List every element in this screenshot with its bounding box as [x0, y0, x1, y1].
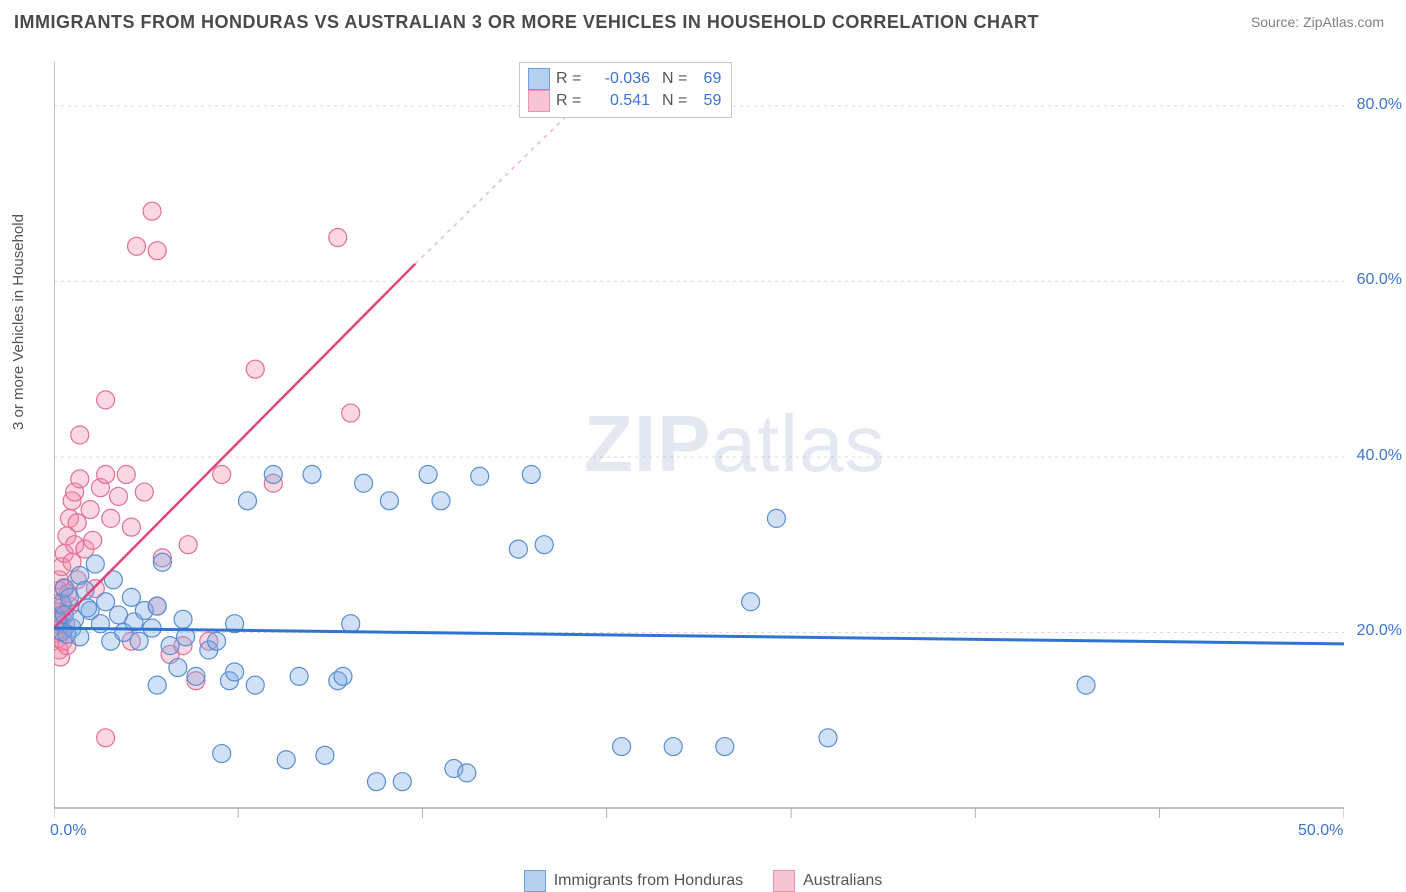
y-tick-label: 20.0% — [1357, 622, 1402, 640]
n-value: 69 — [693, 68, 721, 90]
x-tick-label: 0.0% — [50, 822, 86, 840]
legend-swatch — [524, 870, 546, 892]
legend-swatch — [773, 870, 795, 892]
y-tick-label: 80.0% — [1357, 96, 1402, 114]
legend-label: Australians — [803, 872, 882, 890]
stats-legend-row: R = -0.036 N = 69 — [528, 68, 721, 90]
bottom-legend-item: Australians — [773, 870, 882, 892]
r-value: -0.036 — [588, 68, 650, 90]
n-label: N = — [662, 90, 687, 112]
r-value: 0.541 — [588, 90, 650, 112]
y-tick-label: 60.0% — [1357, 271, 1402, 289]
n-value: 59 — [693, 90, 721, 112]
legend-label: Immigrants from Honduras — [554, 872, 743, 890]
stats-legend-row: R = 0.541 N = 59 — [528, 90, 721, 112]
source-label: Source: ZipAtlas.com — [1251, 14, 1384, 30]
legend-swatch — [528, 68, 550, 90]
chart-title: IMMIGRANTS FROM HONDURAS VS AUSTRALIAN 3… — [14, 12, 1039, 33]
x-tick-label: 50.0% — [1298, 822, 1343, 840]
stats-legend-box: R = -0.036 N = 69 R = 0.541 N = 59 — [519, 62, 732, 118]
r-label: R = — [556, 68, 582, 90]
legend-swatch — [528, 90, 550, 112]
chart-area: ZIPatlas R =-0.036N =69R =0.541N =59 20.… — [54, 48, 1344, 830]
bottom-legend: Immigrants from Honduras Australians — [0, 870, 1406, 892]
r-label: R = — [556, 90, 582, 112]
y-axis-label: 3 or more Vehicles in Household — [10, 214, 27, 430]
y-tick-label: 40.0% — [1357, 447, 1402, 465]
n-label: N = — [662, 68, 687, 90]
scatter-chart — [54, 48, 1344, 830]
bottom-legend-item: Immigrants from Honduras — [524, 870, 743, 892]
